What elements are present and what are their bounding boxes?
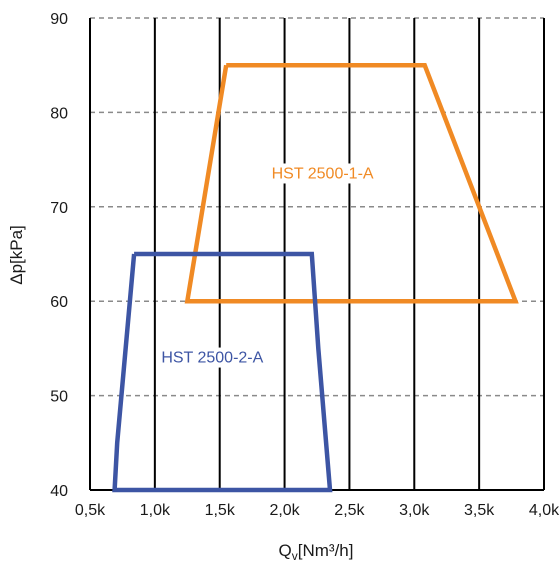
y-tick-label: 70 xyxy=(50,200,68,217)
x-axis-title-unit: [Nm³/h] xyxy=(298,541,354,560)
series-label-hst-2500-1-a: HST 2500-1-A xyxy=(272,165,374,182)
y-tick-label: 60 xyxy=(50,294,68,311)
axis-titles: Qv[Nm³/h] Δp[kPa] xyxy=(7,225,353,562)
tick-labels: 0,5k 1,0k 1,5k 2,0k 2,5k 3,0k 3,5k 4,0k 40 50 60 70… xyxy=(50,11,560,519)
y-tick-label: 50 xyxy=(50,389,68,406)
y-tick-label: 80 xyxy=(50,105,68,122)
x-axis-title: Qv[Nm³/h] xyxy=(279,541,354,562)
y-tick-label: 40 xyxy=(50,483,68,500)
x-tick-label: 2,5k xyxy=(334,502,365,519)
y-tick-label: 90 xyxy=(50,11,68,28)
series-label-bg-hst-2500-1-a xyxy=(268,163,377,184)
series-layer: HST 2500-1-A HST 2500-2-A xyxy=(112,62,519,493)
series-label-hst-2500-2-a: HST 2500-2-A xyxy=(161,350,263,367)
x-tick-label: 1,0k xyxy=(140,502,171,519)
x-tick-label: 2,0k xyxy=(269,502,300,519)
x-tick-label: 1,5k xyxy=(205,502,236,519)
x-tick-label: 3,5k xyxy=(464,502,495,519)
x-tick-label: 0,5k xyxy=(75,502,106,519)
series-outline-hst-2500-1-a xyxy=(184,62,519,304)
x-tick-label: 3,0k xyxy=(399,502,430,519)
y-axis-title: Δp[kPa] xyxy=(7,225,26,285)
series-outline-hst-2500-2-a xyxy=(112,251,333,493)
x-tick-label: 4,0k xyxy=(529,502,560,519)
x-axis-title-main: Q xyxy=(279,541,292,560)
x-axis-title-sub: v xyxy=(292,549,298,562)
series-label-bg-hst-2500-2-a xyxy=(158,347,267,368)
